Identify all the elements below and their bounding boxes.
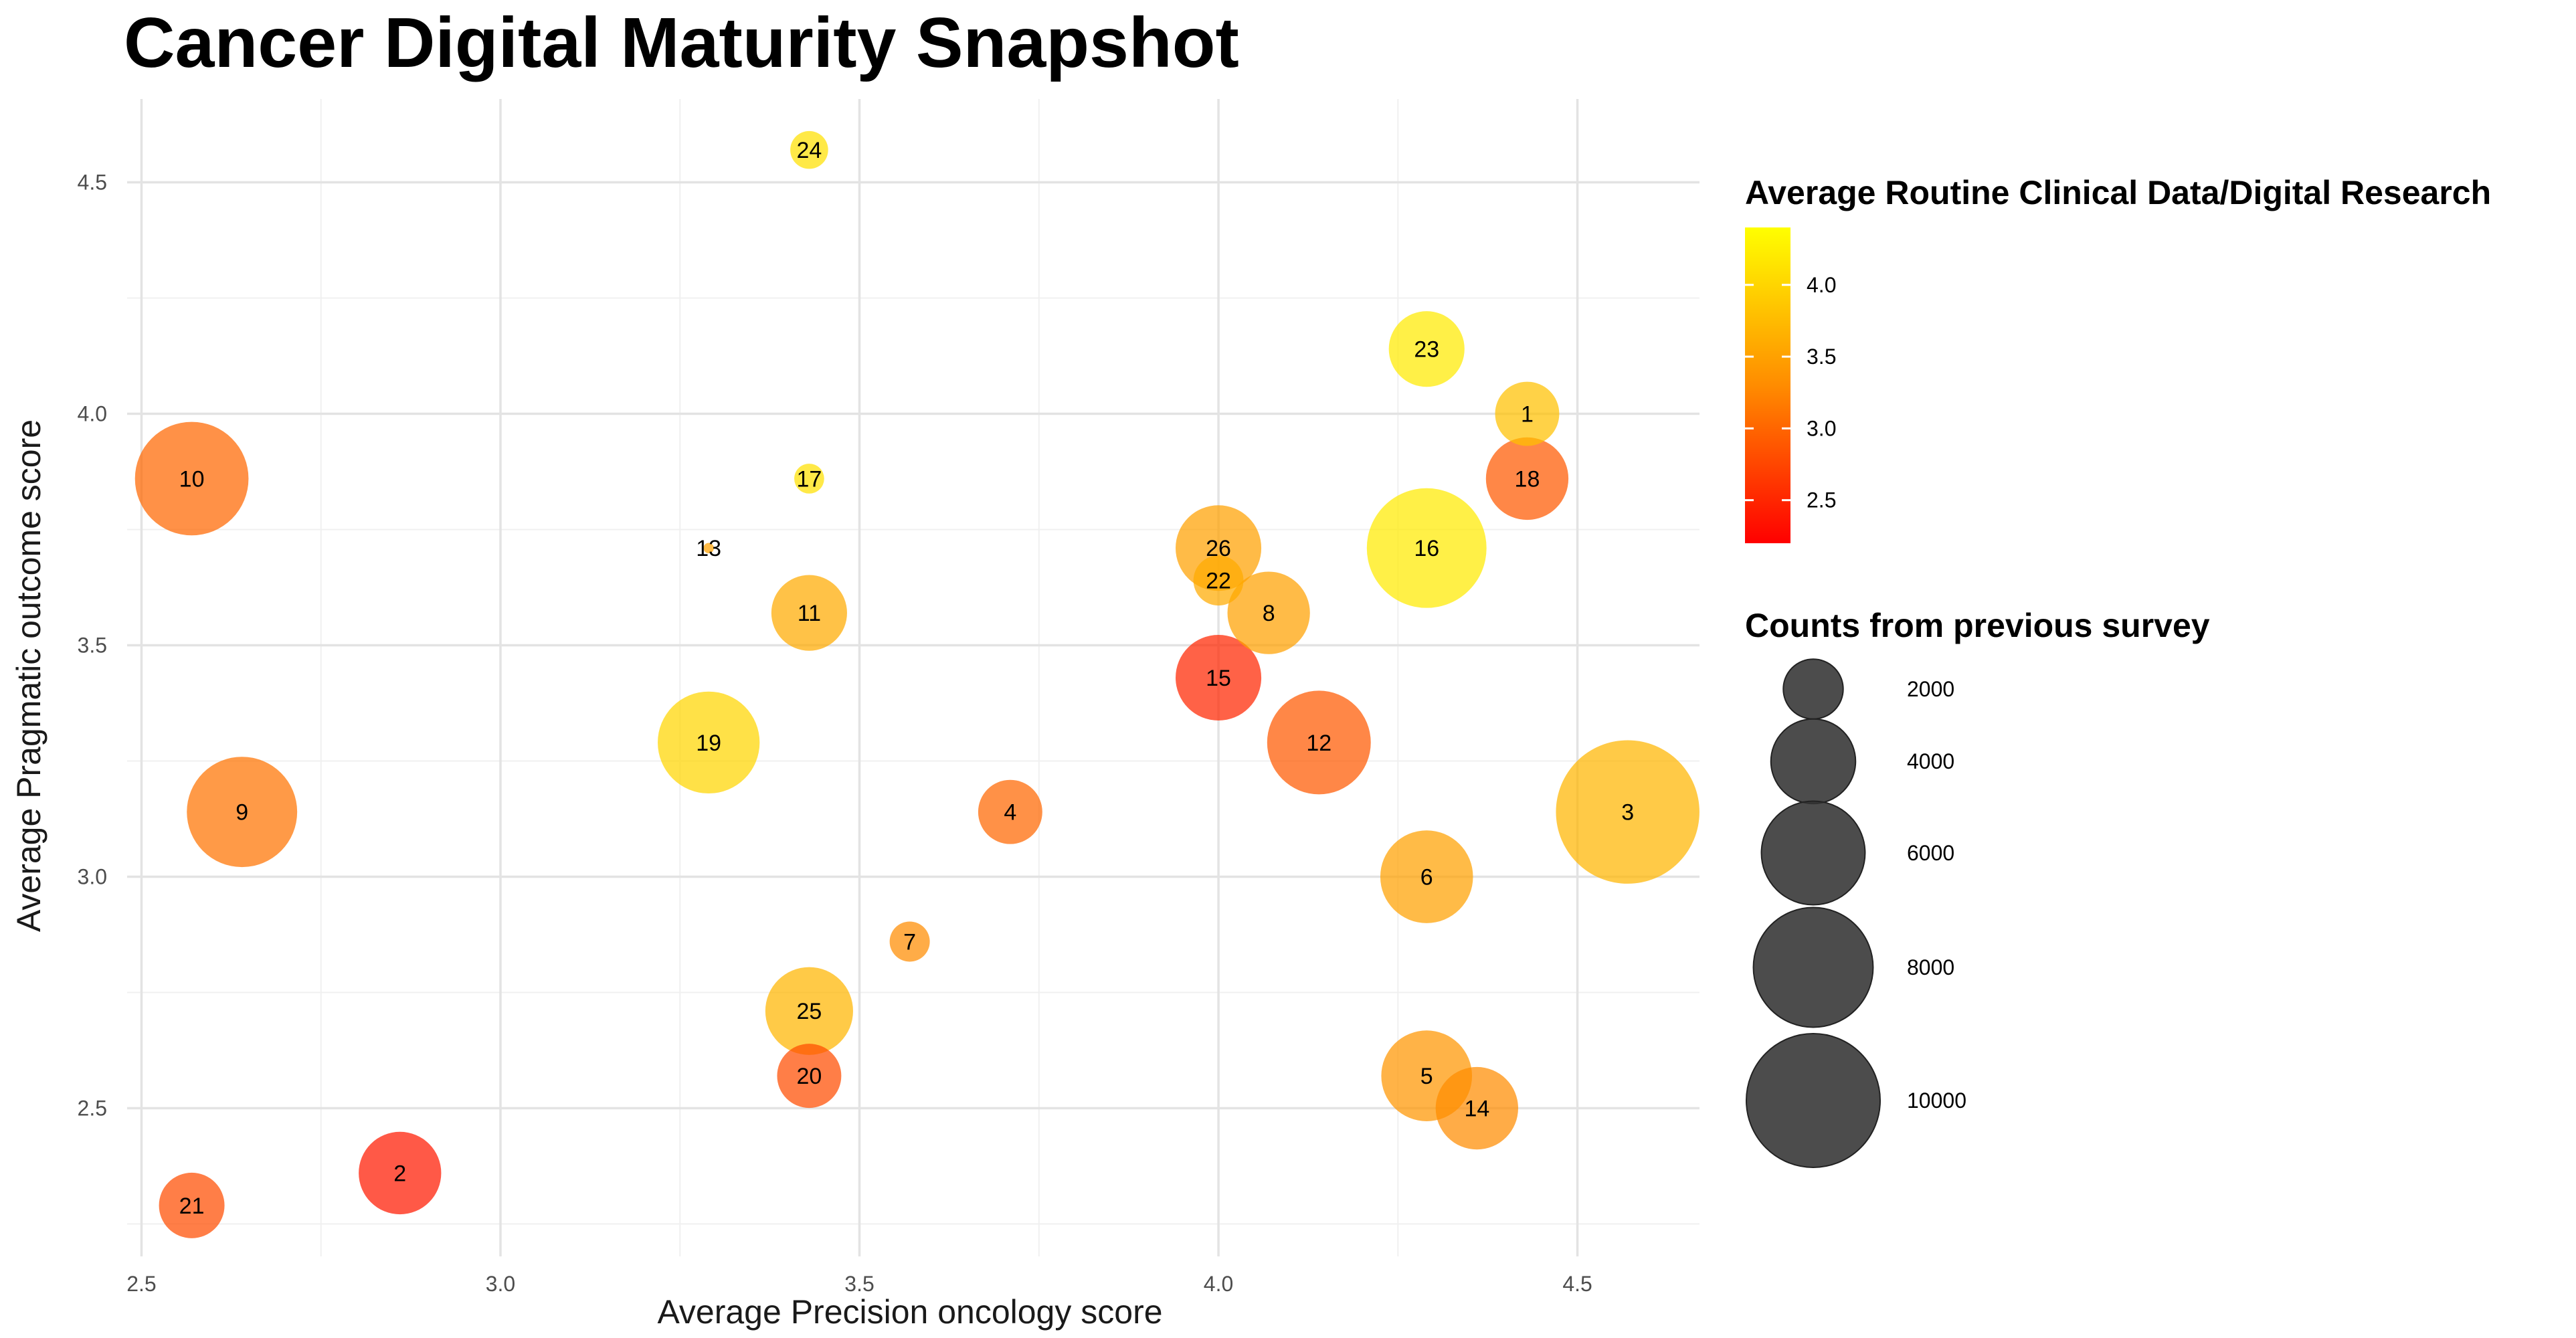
bubble-label-16: 16: [1414, 536, 1439, 561]
size-legend-title: Counts from previous survey: [1745, 607, 2210, 644]
bubble-label-9: 9: [236, 800, 248, 826]
y-tick-label: 2.5: [78, 1096, 107, 1121]
size-legend-label: 8000: [1907, 955, 1954, 979]
y-axis-title: Average Pragmatic outcome score: [10, 419, 48, 932]
bubble-17: [794, 464, 824, 494]
color-legend-label: 3.5: [1807, 345, 1836, 369]
bubble-label-12: 12: [1306, 731, 1331, 756]
bubble-label-21: 21: [179, 1193, 205, 1219]
color-legend-label: 3.0: [1807, 416, 1836, 440]
bubble-label-19: 19: [696, 731, 721, 756]
bubble-1: [1495, 381, 1560, 446]
bubble-24: [790, 130, 828, 169]
bubbles: 3161091219652515262814181123211420227241…: [134, 130, 1699, 1238]
bubble-label-1: 1: [1521, 402, 1534, 427]
size-legend-key: [1752, 906, 1874, 1028]
bubble-2: [359, 1131, 442, 1215]
bubble-label-11: 11: [798, 601, 821, 626]
bubble-12: [1267, 690, 1371, 795]
bubble-20: [777, 1044, 842, 1109]
bubble-13: [703, 543, 714, 553]
size-legend-key: [1746, 1033, 1881, 1168]
x-tick-label: 3.5: [844, 1272, 874, 1296]
size-legend-label: 6000: [1907, 841, 1954, 865]
bubble-10: [134, 421, 249, 536]
bubble-14: [1435, 1066, 1518, 1150]
size-legend-label: 2000: [1907, 677, 1954, 701]
size-legend-key: [1770, 718, 1857, 805]
color-legend-title: Average Routine Clinical Data/Digital Re…: [1745, 174, 2491, 211]
bubble-8: [1227, 571, 1310, 654]
bubble-label-23: 23: [1414, 337, 1439, 363]
bubble-21: [159, 1172, 225, 1238]
bubble-label-3: 3: [1621, 800, 1634, 826]
x-tick-label: 2.5: [126, 1272, 156, 1296]
y-tick-label: 4.0: [78, 402, 107, 426]
x-axis-title: Average Precision oncology score: [657, 1293, 1162, 1331]
bubble-4: [978, 779, 1042, 844]
chart-title: Cancer Digital Maturity Snapshot: [124, 3, 1239, 82]
bubble-label-25: 25: [796, 999, 822, 1024]
bubble-19: [658, 691, 760, 794]
bubble-label-10: 10: [179, 466, 205, 492]
bubble-label-17: 17: [796, 466, 822, 492]
color-legend-label: 4.0: [1807, 273, 1836, 297]
bubble-16: [1366, 488, 1487, 608]
y-tick-label: 4.5: [78, 171, 107, 195]
bubble-9: [187, 757, 298, 868]
bubble-25: [765, 967, 853, 1055]
color-legend-ticks: 2.5 3.0 3.5 4.0: [1745, 273, 1836, 512]
axes: 2.5 3.0 3.5 4.0 4.5 2.5 3.0 3.5 4.0 4.5: [78, 171, 1592, 1296]
y-tick-label: 3.0: [78, 865, 107, 889]
bubble-label-4: 4: [1004, 800, 1016, 826]
bubble-3: [1556, 740, 1699, 884]
bubble-label-15: 15: [1206, 666, 1231, 691]
size-legend-key: [1782, 658, 1844, 720]
x-tick-label: 4.0: [1204, 1272, 1233, 1296]
color-legend-label: 2.5: [1807, 488, 1836, 512]
bubble-label-14: 14: [1464, 1096, 1489, 1122]
bubble-7: [889, 921, 930, 962]
bubble-11: [771, 575, 847, 651]
size-legend-label: 10000: [1907, 1088, 1966, 1113]
size-legend-label: 4000: [1907, 749, 1954, 773]
bubble-label-24: 24: [796, 138, 822, 163]
x-tick-label: 4.5: [1562, 1272, 1592, 1296]
bubble-label-13: 13: [696, 536, 721, 561]
bubble-23: [1388, 311, 1465, 387]
bubble-18: [1485, 437, 1569, 520]
size-legend-key: [1760, 800, 1866, 906]
bubble-label-7: 7: [903, 929, 916, 955]
bubble-label-26: 26: [1206, 536, 1231, 561]
bubble-label-6: 6: [1420, 865, 1433, 890]
bubble-label-8: 8: [1263, 601, 1275, 626]
bubble-15: [1176, 634, 1262, 721]
x-tick-label: 3.0: [486, 1272, 515, 1296]
bubble-label-20: 20: [796, 1064, 822, 1089]
bubble-label-2: 2: [393, 1161, 406, 1186]
bubble-label-5: 5: [1420, 1064, 1433, 1089]
bubble-6: [1380, 830, 1473, 923]
color-legend-bar: [1745, 227, 1790, 543]
bubble-22: [1193, 555, 1244, 606]
bubble-label-18: 18: [1515, 466, 1540, 492]
bubble-label-22: 22: [1206, 569, 1231, 594]
y-tick-label: 3.5: [78, 634, 107, 658]
size-legend: 2000 4000 6000 8000 10000: [1746, 658, 1966, 1168]
